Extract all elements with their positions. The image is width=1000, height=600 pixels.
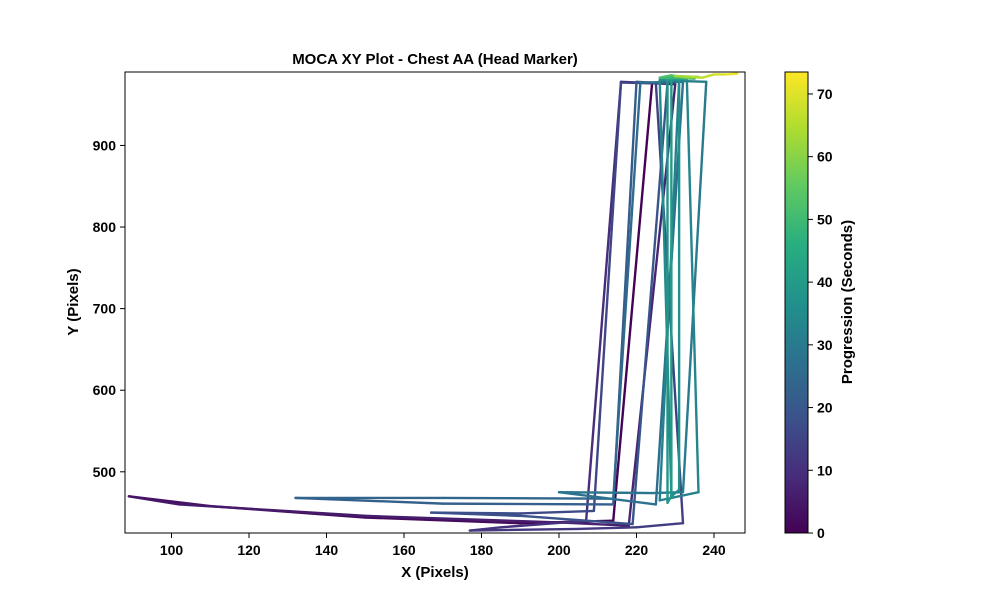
trajectory-segment — [364, 516, 522, 525]
colorbar-tick-label: 70 — [817, 86, 833, 102]
trajectory-segment — [612, 81, 642, 500]
trajectory-segment — [670, 488, 681, 498]
y-axis-label: Y (Pixels) — [65, 268, 82, 335]
x-tick-label: 200 — [547, 542, 571, 558]
y-tick-label: 900 — [93, 137, 117, 153]
trajectory-segment — [689, 75, 704, 79]
trajectory-segment — [519, 509, 596, 515]
x-tick-label: 220 — [625, 542, 649, 558]
colorbar-tick-label: 50 — [817, 211, 833, 227]
colorbar-axis: 0 10 20 30 40 50 60 70 — [808, 86, 833, 541]
colorbar — [785, 72, 808, 533]
y-tick-label: 800 — [93, 219, 117, 235]
y-tick-label: 600 — [93, 382, 117, 398]
trajectory-segment — [612, 83, 654, 522]
trajectory-segment — [724, 72, 739, 76]
trajectory-segment — [364, 514, 561, 524]
x-axis: 100 120 140 160 180 200 220 240 — [160, 533, 726, 558]
trajectory-segment — [674, 74, 692, 79]
x-tick-label: 100 — [160, 542, 184, 558]
trajectory-segment — [658, 491, 700, 502]
x-tick-label: 180 — [470, 542, 494, 558]
trajectory-segment — [127, 495, 181, 506]
trajectory-segment — [557, 491, 658, 506]
trajectory-segment — [658, 74, 673, 79]
x-tick-label: 120 — [237, 542, 261, 558]
plot-area-frame — [124, 71, 746, 534]
trajectory-segment — [499, 519, 588, 529]
x-axis-label: X (Pixels) — [401, 564, 469, 581]
trajectory-segment — [666, 495, 673, 505]
colorbar-label: Progression (Seconds) — [839, 220, 856, 384]
trajectory-segment — [441, 496, 615, 500]
y-axis: 500 600 700 800 900 — [93, 137, 125, 480]
trajectory-segment — [557, 491, 654, 495]
colorbar-tick-label: 40 — [817, 274, 833, 290]
chart-title: MOCA XY Plot - Chest AA (Head Marker) — [292, 51, 578, 68]
trajectory-segment — [639, 80, 685, 84]
trajectory-segment — [592, 81, 623, 513]
colorbar-tick-label: 60 — [817, 149, 833, 165]
trajectory-segment — [519, 514, 634, 526]
trajectory-segment — [577, 526, 638, 531]
trajectory-segment — [658, 79, 681, 502]
x-tick-label: 240 — [702, 542, 726, 558]
y-tick-label: 700 — [93, 301, 117, 317]
trajectory-segment — [701, 73, 716, 79]
x-tick-label: 140 — [315, 542, 339, 558]
colorbar-tick-label: 0 — [817, 525, 825, 541]
y-tick-label: 500 — [93, 464, 117, 480]
colorbar-tick-label: 30 — [817, 337, 833, 353]
colorbar-tick-label: 10 — [817, 462, 833, 478]
trajectory-segment — [429, 511, 522, 518]
trajectory-segment — [658, 78, 673, 498]
colorbar-frame — [784, 71, 809, 534]
trajectory-segment — [178, 503, 367, 518]
trajectory-segment — [468, 527, 580, 532]
trajectory-segment — [635, 522, 685, 529]
trajectory-segment — [441, 502, 615, 506]
colorbar-tick-label: 20 — [817, 400, 833, 416]
trajectory-series — [127, 72, 739, 532]
trajectory-segment — [685, 78, 700, 494]
trajectory-segment — [584, 80, 623, 522]
trajectory-segment — [681, 80, 708, 494]
x-tick-label: 160 — [392, 542, 416, 558]
